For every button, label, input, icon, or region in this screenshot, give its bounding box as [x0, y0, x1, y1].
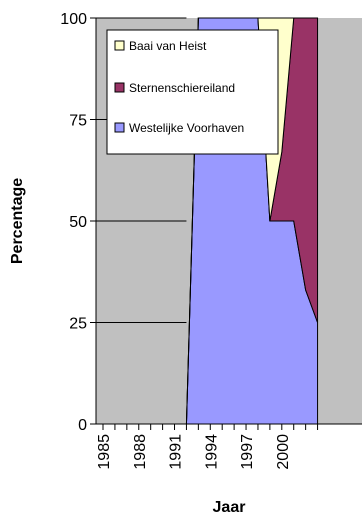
x-tick-label-2000: 2000 [275, 434, 292, 470]
y-tick-label-100: 100 [60, 11, 87, 28]
y-tick-label-50: 50 [69, 214, 87, 231]
y-tick-label-75: 75 [69, 113, 87, 130]
x-tick-label-1997: 1997 [239, 434, 256, 470]
x-tick-label-1994: 1994 [203, 434, 220, 470]
legend-label-sternenschiereiland: Sternenschiereiland [129, 81, 235, 95]
x-tick-label-1991: 1991 [168, 434, 185, 470]
legend-swatch-westelijke-voorhaven [114, 122, 125, 133]
x-tick-label-1988: 1988 [132, 434, 149, 470]
y-tick-label-0: 0 [78, 417, 87, 434]
y-tick-label-25: 25 [69, 316, 87, 333]
legend-label-baai-van-heist: Baai van Heist [129, 39, 207, 53]
legend-box [106, 29, 279, 155]
legend: Baai van Heist Sternenschiereiland Westeli… [106, 29, 279, 155]
area-baai-van-heist [185, 17, 318, 425]
x-axis-title: Jaar [213, 499, 246, 516]
y-ticks: 0 25 50 75 100 [60, 11, 96, 434]
legend-label-westelijke-voorhaven: Westelijke Voorhaven [129, 121, 244, 135]
y-axis-title: Percentage [9, 178, 26, 264]
x-tick-label-1985: 1985 [96, 434, 113, 470]
x-ticks: 1985 1988 1991 1994 1997 2000 [96, 424, 319, 470]
legend-swatch-sternenschiereiland [114, 82, 125, 93]
legend-swatch-baai-van-heist [114, 40, 125, 51]
